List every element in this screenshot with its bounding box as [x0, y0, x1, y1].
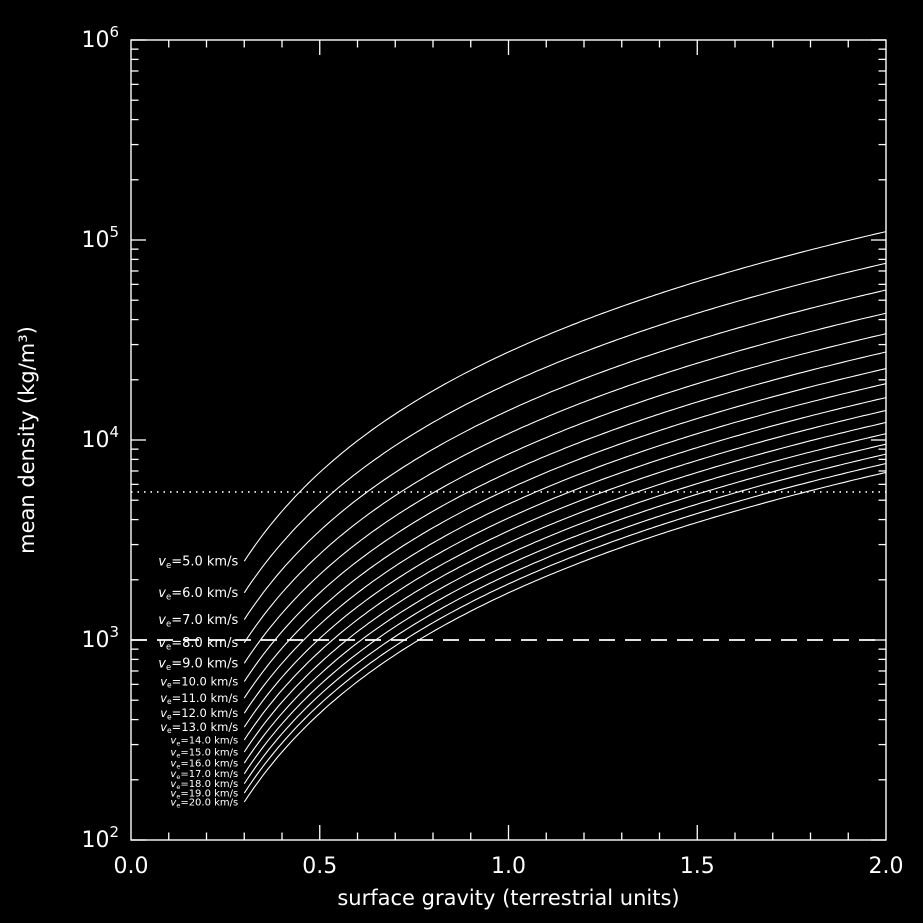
x-tick-label: 0.5: [302, 854, 337, 879]
curve-ve-18.0: [243, 453, 887, 784]
curve-ve-7.0: [243, 289, 887, 620]
y-tick-label: 103: [81, 623, 119, 653]
curve-label-ve-12.0: ve=12.0 km/s: [160, 706, 238, 721]
curve-label-ve-16.0: ve=16.0 km/s: [170, 759, 238, 771]
curve-label-ve-18.0: ve=18.0 km/s: [170, 779, 238, 791]
y-tick-label: 106: [81, 23, 119, 53]
x-tick-labels: 0.0 0.5 1.0 1.5 2.0: [114, 854, 904, 879]
x-tick-label: 1.0: [491, 854, 526, 879]
y-tick-label: 104: [81, 423, 119, 453]
curve-ve-9.0: [243, 333, 887, 664]
curve-ve-17.0: [243, 443, 887, 775]
curve-label-ve-11.0: ve=11.0 km/s: [160, 691, 238, 706]
x-axis-title: surface gravity (terrestrial units): [337, 886, 679, 910]
x-axis-ticks: [168, 40, 849, 840]
x-tick-label: 2.0: [869, 854, 904, 879]
curve-ve-16.0: [243, 433, 887, 764]
curve-ve-5.0: [243, 231, 887, 562]
x-tick-label: 0.0: [114, 854, 149, 879]
curve-label-ve-6.0: ve=6.0 km/s: [158, 586, 238, 603]
curves: [243, 231, 887, 803]
curve-labels: ve=5.0 km/s ve=6.0 km/s ve=7.0 km/s ve=8.0 …: [158, 554, 238, 809]
curve-ve-19.0: [243, 462, 887, 794]
y-tick-label: 102: [81, 823, 119, 853]
curve-ve-13.0: [243, 397, 887, 728]
curve-label-ve-5.0: ve=5.0 km/s: [158, 554, 238, 571]
curve-ve-10.0: [243, 351, 887, 682]
curve-ve-8.0: [243, 312, 887, 644]
curve-label-ve-17.0: ve=17.0 km/s: [170, 769, 238, 781]
curve-ve-15.0: [243, 421, 887, 753]
curve-ve-6.0: [243, 262, 887, 594]
curve-label-ve-9.0: ve=9.0 km/s: [158, 657, 238, 674]
curve-ve-11.0: [243, 368, 887, 699]
curve-label-ve-15.0: ve=15.0 km/s: [170, 747, 238, 759]
curve-label-ve-10.0: ve=10.0 km/s: [160, 674, 238, 689]
curve-label-ve-14.0: ve=14.0 km/s: [170, 735, 238, 747]
x-tick-label: 1.5: [680, 854, 715, 879]
curve-ve-14.0: [243, 409, 887, 741]
curve-label-ve-8.0: ve=8.0 km/s: [158, 636, 238, 653]
curve-ve-12.0: [243, 383, 887, 714]
y-tick-labels: 102 103 104 105 106: [81, 23, 119, 853]
curve-label-ve-19.0: ve=19.0 km/s: [170, 788, 238, 800]
curve-ve-20.0: [243, 471, 887, 803]
curve-label-ve-7.0: ve=7.0 km/s: [158, 613, 238, 630]
curve-label-ve-20.0: ve=20.0 km/s: [170, 797, 238, 809]
y-tick-label: 105: [81, 223, 119, 253]
y-axis-title: mean density (kg/m³): [15, 326, 39, 554]
curve-label-ve-13.0: ve=13.0 km/s: [160, 720, 238, 735]
y-axis-ticks: [131, 39, 886, 841]
